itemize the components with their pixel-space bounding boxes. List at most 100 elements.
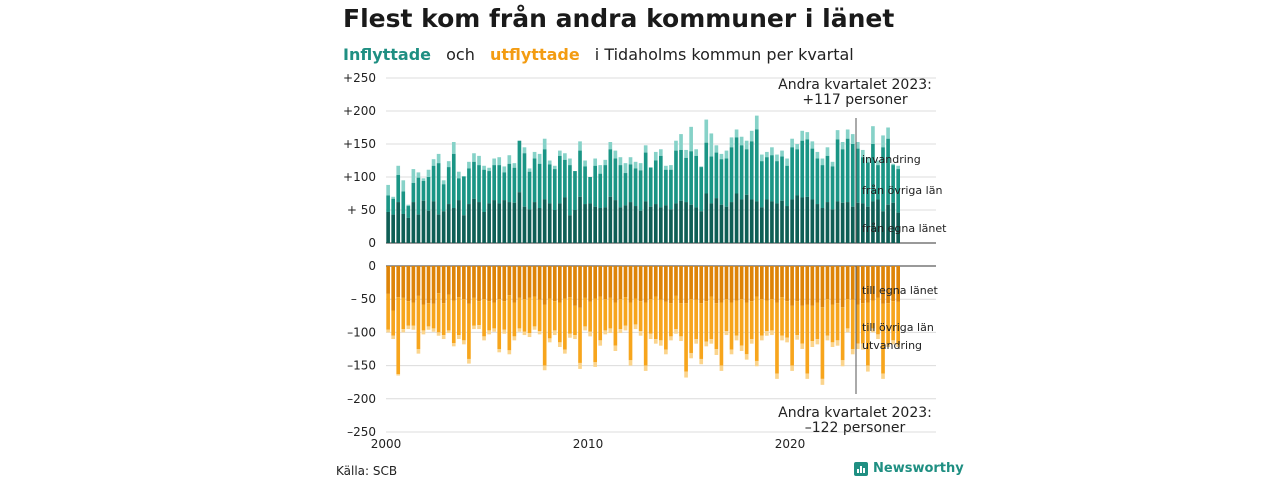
bar-fran-ovriga-lan	[436, 163, 441, 215]
bar-till-egna-lanet	[734, 266, 739, 301]
subtitle-inflyttade: Inflyttade	[343, 45, 432, 64]
bar-invandring	[522, 147, 527, 154]
bar-till-egna-lanet	[623, 266, 628, 298]
bar-till-ovriga-lan	[800, 305, 805, 344]
bar-fran-egna-lanet	[507, 202, 512, 243]
bar-till-ovriga-lan	[542, 304, 547, 366]
bar-invandring	[830, 161, 835, 167]
bar-fran-ovriga-lan	[684, 157, 688, 203]
bar-till-egna-lanet	[426, 266, 431, 304]
bar-invandring	[552, 165, 557, 170]
bar-fran-ovriga-lan	[643, 152, 648, 202]
bar-utvandring	[790, 365, 794, 371]
bar-till-ovriga-lan	[669, 303, 673, 337]
bar-till-ovriga-lan	[886, 303, 890, 345]
bar-till-ovriga-lan	[850, 299, 855, 349]
series-label-utvandring: utvandring	[862, 339, 922, 352]
series-label-fran-ovriga-lan: från övriga län	[862, 184, 942, 197]
bar-utvandring	[497, 349, 502, 353]
bar-fran-egna-lanet	[411, 202, 416, 243]
bar-till-egna-lanet	[568, 266, 572, 298]
bar-utvandring	[871, 328, 875, 333]
bar-invandring	[446, 161, 451, 168]
y-tick-label: + 50	[347, 203, 376, 217]
bar-invandring	[568, 158, 572, 166]
bar-invandring	[719, 153, 724, 160]
bar-till-egna-lanet	[441, 266, 446, 304]
bar-fran-egna-lanet	[775, 203, 779, 243]
bar-utvandring	[744, 354, 749, 360]
bar-fran-ovriga-lan	[674, 150, 678, 204]
bar-utvandring	[451, 343, 456, 347]
bar-invandring	[653, 151, 658, 161]
bar-utvandring	[830, 342, 835, 348]
bar-fran-ovriga-lan	[633, 168, 638, 207]
bar-till-ovriga-lan	[613, 302, 618, 346]
bar-utvandring	[810, 341, 815, 348]
bar-fran-ovriga-lan	[573, 171, 577, 210]
bar-fran-ovriga-lan	[608, 149, 613, 197]
bar-invandring	[679, 134, 683, 150]
bar-till-egna-lanet	[699, 266, 704, 304]
bar-fran-ovriga-lan	[492, 165, 496, 201]
bar-utvandring	[659, 340, 663, 346]
bar-utvandring	[482, 336, 486, 341]
bar-fran-ovriga-lan	[850, 144, 855, 207]
bar-utvandring	[532, 326, 537, 330]
bar-till-egna-lanet	[588, 266, 592, 302]
bar-till-ovriga-lan	[628, 302, 633, 361]
bar-fran-ovriga-lan	[416, 177, 421, 215]
bar-invandring	[487, 167, 491, 172]
bar-invandring	[891, 163, 895, 166]
bar-till-ovriga-lan	[497, 299, 502, 349]
bar-fran-ovriga-lan	[618, 165, 623, 208]
bar-fran-ovriga-lan	[749, 141, 754, 200]
bar-fran-ovriga-lan	[568, 165, 572, 216]
bar-invandring	[749, 130, 754, 142]
bar-invandring	[598, 165, 603, 174]
bar-till-ovriga-lan	[765, 300, 769, 332]
bar-invandring	[492, 158, 496, 166]
bar-utvandring	[542, 365, 547, 371]
bar-invandring	[532, 151, 537, 159]
bar-fran-egna-lanet	[532, 202, 537, 243]
bar-till-ovriga-lan	[396, 297, 401, 375]
bar-utvandring	[436, 332, 441, 336]
bar-fran-egna-lanet	[618, 207, 623, 243]
bar-fran-egna-lanet	[830, 209, 835, 243]
bar-till-ovriga-lan	[416, 295, 421, 349]
bar-till-ovriga-lan	[896, 301, 900, 345]
bar-fran-ovriga-lan	[457, 178, 461, 201]
bar-utvandring	[446, 330, 451, 334]
bar-fran-ovriga-lan	[714, 152, 719, 199]
bar-fran-egna-lanet	[840, 202, 845, 243]
bar-till-egna-lanet	[891, 266, 895, 302]
series-label-fran-egna-lanet: från egna länet	[862, 222, 947, 235]
bar-fran-ovriga-lan	[578, 150, 582, 197]
bar-till-ovriga-lan	[643, 302, 648, 366]
bar-fran-ovriga-lan	[739, 145, 744, 200]
bar-fran-egna-lanet	[467, 204, 471, 243]
y-tick-label: 0	[368, 259, 376, 273]
bar-utvandring	[704, 341, 709, 347]
bar-fran-egna-lanet	[845, 202, 850, 243]
bar-till-egna-lanet	[593, 266, 597, 299]
bar-fran-egna-lanet	[401, 213, 406, 243]
bar-till-ovriga-lan	[749, 301, 754, 340]
bar-till-egna-lanet	[638, 266, 643, 302]
bar-invandring	[810, 141, 815, 149]
bar-till-ovriga-lan	[739, 299, 744, 346]
bar-till-ovriga-lan	[598, 296, 603, 341]
bar-utvandring	[416, 349, 421, 354]
bar-till-ovriga-lan	[648, 299, 653, 334]
bar-fran-egna-lanet	[588, 203, 592, 243]
y-tick-label: – 50	[351, 292, 376, 306]
bar-utvandring	[638, 331, 643, 336]
bar-fran-ovriga-lan	[835, 139, 840, 202]
bar-fran-egna-lanet	[760, 207, 764, 243]
bar-till-ovriga-lan	[770, 299, 774, 331]
bar-till-egna-lanet	[805, 266, 810, 305]
bar-fran-egna-lanet	[563, 197, 567, 243]
bar-fran-ovriga-lan	[709, 156, 714, 204]
